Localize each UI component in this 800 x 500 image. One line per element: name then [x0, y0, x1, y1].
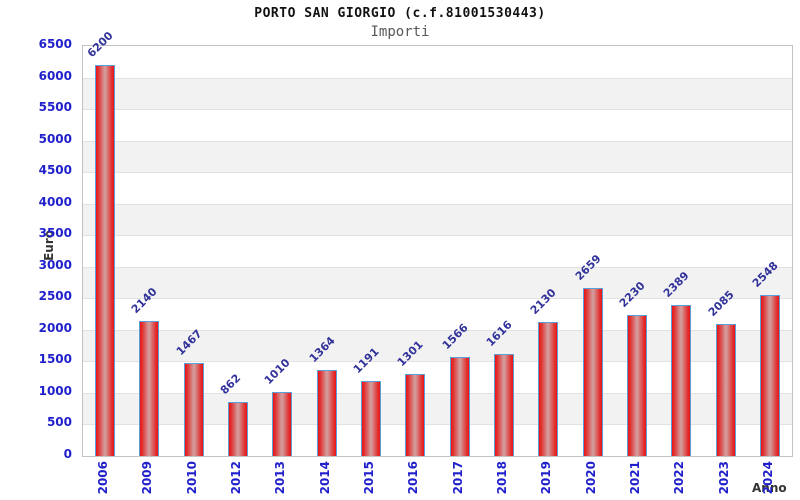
y-tick-label: 500	[46, 415, 72, 430]
grid-band	[83, 140, 792, 173]
bar-2024	[760, 295, 780, 456]
x-tick-label: 2006	[96, 461, 111, 495]
grid-band	[83, 266, 792, 299]
grid-line	[83, 392, 792, 394]
bar-2023	[716, 324, 736, 456]
bar-2006	[95, 65, 115, 456]
x-tick-label: 2010	[184, 461, 199, 495]
grid-line	[83, 424, 792, 426]
y-tick-label: 1000	[38, 383, 72, 398]
x-tick-label: 2015	[362, 461, 377, 495]
grid-line	[83, 172, 792, 174]
x-tick-label: 2021	[627, 461, 642, 495]
grid-band	[83, 109, 792, 141]
grid-line	[83, 361, 792, 363]
x-tick-label: 2014	[317, 461, 332, 495]
bar-2013	[272, 392, 292, 456]
y-tick-label: 3500	[38, 226, 72, 241]
x-tick-label: 2019	[539, 461, 554, 495]
x-tick-label: 2017	[450, 461, 465, 495]
bar-2014	[317, 370, 337, 456]
bar-2017	[450, 357, 470, 456]
x-tick-label: 2012	[229, 461, 244, 495]
grid-line	[83, 266, 792, 268]
grid-line	[83, 109, 792, 111]
bar-2022	[671, 305, 691, 456]
bar-2018	[494, 354, 514, 456]
plot-area: 6200 2140 1467 862 1010 1364 1191 1301 1566 1616 2…	[82, 29, 793, 457]
grid-band	[83, 235, 792, 267]
bar-2016	[405, 374, 425, 456]
x-tick-label: 2022	[672, 461, 687, 495]
x-tick-label: 2016	[406, 461, 421, 495]
y-tick-label: 3000	[38, 257, 72, 272]
y-tick-label: 4500	[38, 163, 72, 178]
x-tick-label: 2009	[140, 461, 155, 495]
y-tick-label: 2500	[38, 289, 72, 304]
y-tick-label: 5000	[38, 131, 72, 146]
bar-2010	[184, 363, 204, 456]
grid-band	[83, 46, 792, 78]
x-axis-title: Anno	[752, 481, 787, 495]
grid-band	[83, 77, 792, 110]
chart-title: PORTO SAN GIORGIO (c.f.81001530443)	[254, 6, 546, 21]
grid-line	[83, 298, 792, 300]
bar-2019	[538, 322, 558, 456]
x-tick-label: 2020	[583, 461, 598, 495]
bar-2009	[139, 321, 159, 456]
grid-line	[83, 235, 792, 237]
bar-2020	[583, 288, 603, 456]
chart-subtitle: Importi	[370, 24, 430, 40]
grid-band	[83, 203, 792, 236]
grid-band	[83, 172, 792, 204]
x-tick-label: 2018	[494, 461, 509, 495]
y-tick-label: 4000	[38, 194, 72, 209]
y-tick-label: 6500	[38, 37, 72, 51]
grid-line	[83, 140, 792, 142]
bar-2021	[627, 315, 647, 456]
y-tick-label: 0	[63, 447, 72, 461]
bar-2015	[361, 381, 381, 456]
bar-2012	[228, 402, 248, 456]
y-tick-label: 5500	[38, 100, 72, 115]
y-tick-label: 2000	[38, 320, 72, 335]
y-tick-label: 6000	[38, 68, 72, 83]
x-tick-label: 2024	[760, 461, 775, 495]
grid-line	[83, 203, 792, 205]
grid-line	[83, 329, 792, 331]
x-tick-label: 2023	[716, 461, 731, 495]
y-tick-label: 1500	[38, 352, 72, 367]
grid-line	[83, 77, 792, 79]
x-tick-label: 2013	[273, 461, 288, 495]
